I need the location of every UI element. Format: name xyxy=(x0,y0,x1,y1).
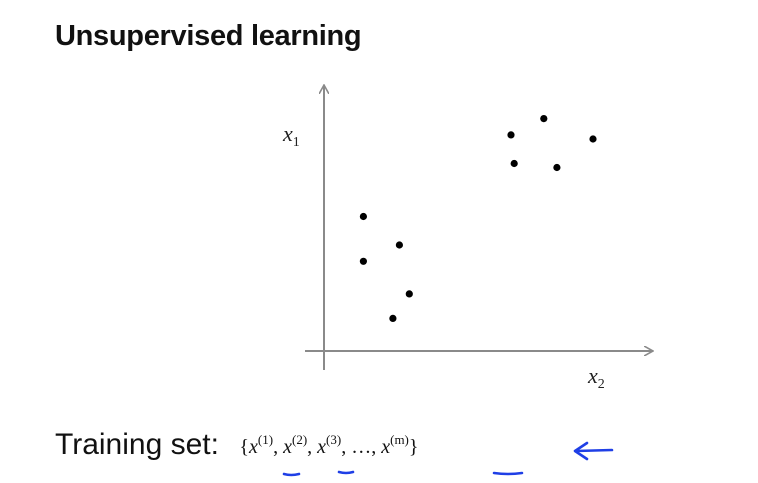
data-point xyxy=(359,257,367,265)
training-set-row: Training set: {x(1), x(2), x(3), …, x(m)… xyxy=(55,428,419,462)
data-point xyxy=(359,212,367,221)
term-2-sup: (2) xyxy=(291,431,308,447)
term-m-sup: (m) xyxy=(390,431,409,447)
y-axis-label-sub: 1 xyxy=(293,135,300,150)
set-ellipsis: … xyxy=(351,435,372,458)
y-axis-label: x1 xyxy=(282,121,300,150)
set-close-brace: } xyxy=(408,435,419,458)
x-axis-label-sub: 2 xyxy=(598,377,605,392)
y-axis-label-main: x xyxy=(282,121,293,146)
slide-title: Unsupervised learning xyxy=(55,20,362,52)
training-set-notation: {x(1), x(2), x(3), …, x(m)} xyxy=(239,431,419,458)
term-m-var: x xyxy=(381,435,391,458)
x-axis-label: x2 xyxy=(587,363,605,392)
term-3-var: x xyxy=(317,435,327,458)
data-point xyxy=(395,241,403,249)
data-point xyxy=(507,131,515,139)
data-point xyxy=(389,314,397,322)
data-point xyxy=(540,115,548,123)
set-open-brace: { xyxy=(239,435,250,458)
data-point xyxy=(510,159,518,168)
data-point xyxy=(589,135,597,143)
x-axis-label-main: x xyxy=(587,363,598,388)
term-1-sup: (1) xyxy=(257,431,274,447)
term-3-sup: (3) xyxy=(326,431,342,447)
data-points xyxy=(359,115,597,322)
data-point xyxy=(553,163,561,172)
term-1-var: x xyxy=(249,435,258,458)
training-set-label: Training set: xyxy=(55,428,219,461)
term-2-var: x xyxy=(283,435,292,458)
data-point xyxy=(405,290,413,298)
